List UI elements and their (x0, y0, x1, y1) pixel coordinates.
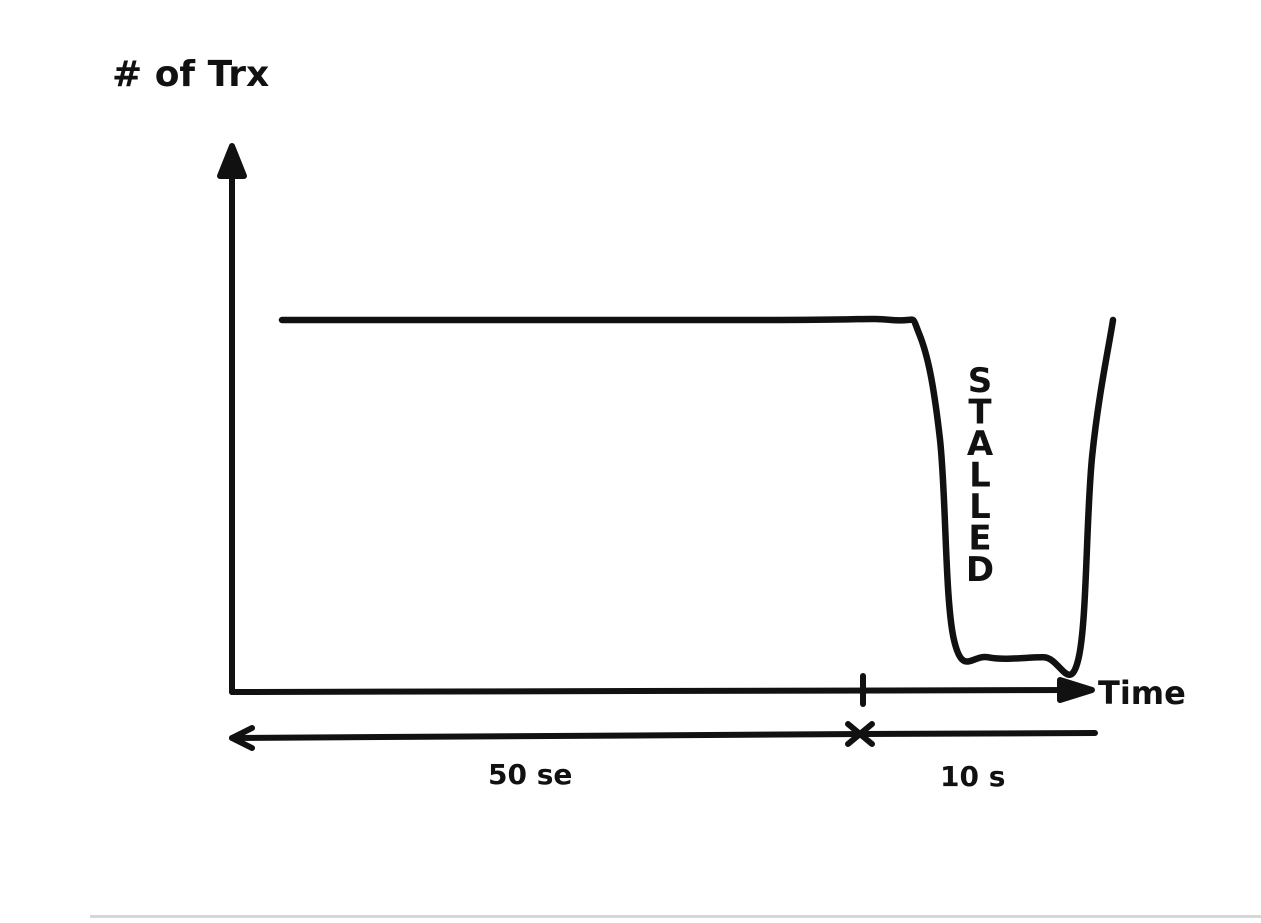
y-axis-arrowhead (217, 143, 247, 179)
span-line (229, 730, 1098, 741)
span-left-arrowhead (229, 725, 255, 751)
span-label-1: 10 s (940, 760, 1005, 793)
series-line (278, 315, 1117, 678)
y-axis-label: # of Trx (112, 54, 269, 95)
x-axis (229, 687, 1093, 695)
x-axis-label: Time (1098, 674, 1186, 712)
x-axis-arrowhead (1057, 677, 1095, 703)
paper-edge (90, 915, 1261, 918)
span-label-0: 50 se (488, 758, 572, 791)
span-mid-marker (845, 721, 875, 747)
